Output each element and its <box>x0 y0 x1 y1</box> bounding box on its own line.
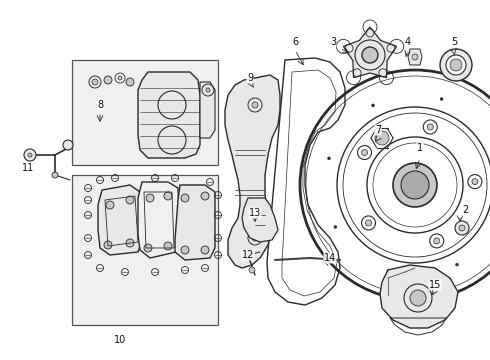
Text: 2: 2 <box>462 205 468 215</box>
Circle shape <box>126 196 134 204</box>
Circle shape <box>201 192 209 200</box>
Circle shape <box>104 76 112 84</box>
Circle shape <box>440 98 443 100</box>
Circle shape <box>164 192 172 200</box>
Text: 15: 15 <box>429 280 441 290</box>
Bar <box>72 60 218 165</box>
Circle shape <box>106 201 114 209</box>
Circle shape <box>440 49 472 81</box>
Circle shape <box>472 179 478 185</box>
Circle shape <box>63 140 73 150</box>
Text: 13: 13 <box>249 208 261 218</box>
Circle shape <box>201 246 209 254</box>
Circle shape <box>362 149 368 156</box>
Circle shape <box>387 270 390 273</box>
Circle shape <box>126 239 134 247</box>
Circle shape <box>434 238 440 244</box>
Text: 9: 9 <box>247 73 253 83</box>
Text: 6: 6 <box>292 37 298 47</box>
Text: 12: 12 <box>242 250 254 260</box>
Circle shape <box>410 290 426 306</box>
Circle shape <box>28 153 32 157</box>
Circle shape <box>427 124 433 130</box>
Polygon shape <box>138 182 180 258</box>
Bar <box>72 175 218 325</box>
Polygon shape <box>175 185 215 260</box>
Circle shape <box>146 194 154 202</box>
Circle shape <box>181 194 189 202</box>
Circle shape <box>206 88 210 92</box>
Circle shape <box>126 78 134 86</box>
Circle shape <box>375 131 389 145</box>
Circle shape <box>459 225 465 231</box>
Circle shape <box>371 104 374 107</box>
Circle shape <box>52 172 58 178</box>
Circle shape <box>366 220 371 226</box>
Circle shape <box>401 171 429 199</box>
Circle shape <box>456 263 459 266</box>
Polygon shape <box>380 265 458 328</box>
Circle shape <box>362 47 378 63</box>
Polygon shape <box>200 82 215 138</box>
Polygon shape <box>242 198 278 242</box>
Polygon shape <box>343 27 396 78</box>
Circle shape <box>446 55 466 75</box>
Text: 5: 5 <box>451 37 457 47</box>
Text: 11: 11 <box>22 163 34 173</box>
Polygon shape <box>408 49 422 65</box>
Circle shape <box>118 76 122 80</box>
Circle shape <box>450 59 462 71</box>
Circle shape <box>244 251 252 259</box>
Text: 14: 14 <box>324 253 336 263</box>
Circle shape <box>104 241 112 249</box>
Circle shape <box>249 267 255 273</box>
Circle shape <box>455 221 469 235</box>
Text: 7: 7 <box>375 125 381 135</box>
Circle shape <box>92 79 98 85</box>
Circle shape <box>24 149 36 161</box>
Circle shape <box>252 235 258 241</box>
Polygon shape <box>98 185 142 255</box>
Circle shape <box>164 242 172 250</box>
Circle shape <box>327 157 331 160</box>
Circle shape <box>252 102 258 108</box>
Circle shape <box>412 54 418 60</box>
Circle shape <box>181 246 189 254</box>
Text: 3: 3 <box>330 37 336 47</box>
Circle shape <box>144 244 152 252</box>
Text: 10: 10 <box>114 335 126 345</box>
Circle shape <box>334 225 337 229</box>
Text: 8: 8 <box>97 100 103 110</box>
Text: 4: 4 <box>405 37 411 47</box>
Text: 1: 1 <box>417 143 423 153</box>
Polygon shape <box>138 72 200 158</box>
Polygon shape <box>225 75 280 268</box>
Circle shape <box>393 163 437 207</box>
